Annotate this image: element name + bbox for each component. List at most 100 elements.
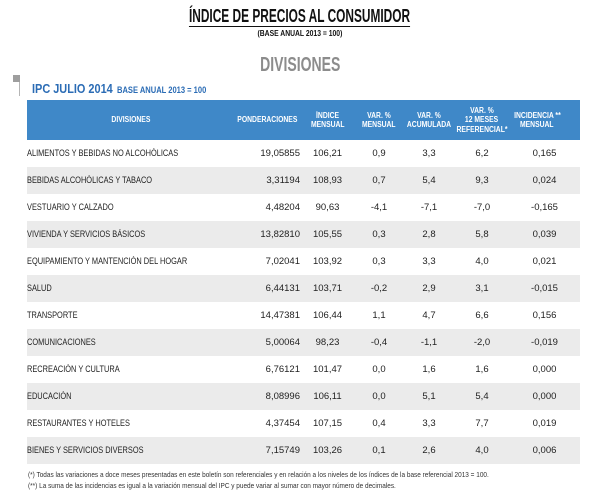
- cell-var-acumulada: 2,6: [403, 437, 455, 464]
- page-subtitle: (BASE ANUAL 2013 = 100): [0, 29, 600, 39]
- cell-var-mensual: -0,4: [355, 329, 403, 356]
- cell-indice-mensual: 98,23: [300, 329, 355, 356]
- cell-indice-mensual: 106,44: [300, 302, 355, 329]
- cell-var-acumulada: 2,9: [403, 275, 455, 302]
- column-header-stack: ÍNDICE MENSUAL: [300, 100, 355, 140]
- column-header-line: VAR. %: [417, 110, 441, 120]
- column-header-line: MENSUAL: [520, 120, 554, 129]
- section-title-text: DIVISIONES: [259, 54, 341, 76]
- cell-indice-mensual: 108,93: [300, 167, 355, 194]
- column-header-line: MENSUAL: [362, 120, 396, 129]
- cell-division: EDUCACIÓN: [27, 383, 235, 410]
- division-label: EQUIPAMIENTO Y MANTENCIÓN DEL HOGAR: [27, 256, 188, 267]
- column-header-line: VAR. %: [470, 105, 494, 115]
- cell-ponderacion: 8,08996: [235, 383, 300, 410]
- cell-indice-mensual: 106,11: [300, 383, 355, 410]
- cell-incidencia-mensual: 0,000: [509, 383, 580, 410]
- cell-var-acumulada: 5,4: [403, 167, 455, 194]
- cell-incidencia-mensual: 0,156: [509, 302, 580, 329]
- cell-var-mensual: 0,9: [355, 140, 403, 167]
- table-body: ALIMENTOS Y BEBIDAS NO ALCOHÓLICAS 19,05…: [27, 140, 580, 464]
- cell-incidencia-mensual: -0,019: [509, 329, 580, 356]
- column-header-var-mensual: VAR. % MENSUAL: [355, 100, 403, 140]
- column-header-stack: PONDERACIONES: [235, 100, 300, 140]
- cell-var-12-meses: 4,0: [455, 248, 509, 275]
- cell-incidencia-mensual: 0,021: [509, 248, 580, 275]
- cell-var-mensual: -0,2: [355, 275, 403, 302]
- division-label: COMUNICACIONES: [27, 337, 96, 348]
- cell-var-acumulada: 3,3: [403, 140, 455, 167]
- cell-division: SALUD: [27, 275, 235, 302]
- cell-indice-mensual: 103,92: [300, 248, 355, 275]
- footnote-variaciones: (*) Todas las variaciones a doce meses p…: [28, 470, 489, 479]
- column-header-ponderaciones: PONDERACIONES: [235, 100, 300, 140]
- page-subtitle-text: (BASE ANUAL 2013 = 100): [257, 29, 343, 38]
- cell-incidencia-mensual: 0,165: [509, 140, 580, 167]
- cell-indice-mensual: 107,15: [300, 410, 355, 437]
- page-title-text: ÍNDICE DE PRECIOS AL CONSUMIDOR: [189, 6, 411, 27]
- cell-division: ALIMENTOS Y BEBIDAS NO ALCOHÓLICAS: [27, 140, 235, 167]
- cell-ponderacion: 7,02041: [235, 248, 300, 275]
- column-header-line: DIVISIONES: [111, 115, 151, 125]
- division-label: RESTAURANTES Y HOTELES: [27, 418, 130, 429]
- column-header-line: 12 MESES: [465, 115, 499, 125]
- cell-var-12-meses: -7,0: [455, 194, 509, 221]
- cell-incidencia-mensual: -0,015: [509, 275, 580, 302]
- cell-var-12-meses: -2,0: [455, 329, 509, 356]
- cell-var-acumulada: 4,7: [403, 302, 455, 329]
- table-row: EDUCACIÓN 8,08996 106,11 0,0 5,1 5,4 0,0…: [27, 383, 580, 410]
- table-row: BIENES Y SERVICIOS DIVERSOS 7,15749 103,…: [27, 437, 580, 464]
- cell-indice-mensual: 105,55: [300, 221, 355, 248]
- cell-var-acumulada: -1,1: [403, 329, 455, 356]
- cell-ponderacion: 13,82810: [235, 221, 300, 248]
- column-header-divisiones: DIVISIONES: [27, 100, 235, 140]
- cell-var-12-meses: 6,2: [455, 140, 509, 167]
- cell-var-12-meses: 4,0: [455, 437, 509, 464]
- division-label: VESTUARIO Y CALZADO: [27, 202, 114, 213]
- table-title-base: BASE ANUAL 2013 = 100: [117, 85, 207, 95]
- cell-ponderacion: 7,15749: [235, 437, 300, 464]
- cell-var-acumulada: 5,1: [403, 383, 455, 410]
- division-label: EDUCACIÓN: [27, 391, 72, 402]
- column-header-stack: VAR. % ACUMULADA: [403, 100, 455, 140]
- column-header-line: MENSUAL: [310, 120, 345, 129]
- cell-division: BIENES Y SERVICIOS DIVERSOS: [27, 437, 235, 464]
- cell-indice-mensual: 103,71: [300, 275, 355, 302]
- cell-var-mensual: 0,4: [355, 410, 403, 437]
- section-marker-line: [19, 82, 20, 96]
- cell-division: RECREACIÓN Y CULTURA: [27, 356, 235, 383]
- division-label: TRANSPORTE: [27, 310, 78, 321]
- division-label: RECREACIÓN Y CULTURA: [27, 364, 120, 375]
- cell-var-mensual: 0,0: [355, 356, 403, 383]
- cell-var-mensual: 0,3: [355, 221, 403, 248]
- table-row: VESTUARIO Y CALZADO 4,48204 90,63 -4,1 -…: [27, 194, 580, 221]
- section-title: DIVISIONES: [0, 55, 600, 75]
- division-label: ALIMENTOS Y BEBIDAS NO ALCOHÓLICAS: [27, 148, 179, 159]
- table-header: DIVISIONES PONDERACIONES ÍNDICE MENSUAL …: [27, 100, 580, 140]
- table-row: RESTAURANTES Y HOTELES 4,37454 107,15 0,…: [27, 410, 580, 437]
- cell-division: TRANSPORTE: [27, 302, 235, 329]
- column-header-line: VAR. %: [367, 110, 391, 120]
- column-header-line: ÍNDICE: [315, 110, 340, 120]
- table-row: EQUIPAMIENTO Y MANTENCIÓN DEL HOGAR 7,02…: [27, 248, 580, 275]
- table-row: VIVIENDA Y SERVICIOS BÁSICOS 13,82810 10…: [27, 221, 580, 248]
- division-label: SALUD: [27, 283, 52, 294]
- cell-division: VIVIENDA Y SERVICIOS BÁSICOS: [27, 221, 235, 248]
- table-row: RECREACIÓN Y CULTURA 6,76121 101,47 0,0 …: [27, 356, 580, 383]
- table-row: BEBIDAS ALCOHÓLICAS Y TABACO 3,31194 108…: [27, 167, 580, 194]
- cell-incidencia-mensual: 0,039: [509, 221, 580, 248]
- section-marker-square: [13, 75, 20, 82]
- cell-division: COMUNICACIONES: [27, 329, 235, 356]
- table-row: TRANSPORTE 14,47381 106,44 1,1 4,7 6,6 0…: [27, 302, 580, 329]
- ipc-divisiones-table: DIVISIONES PONDERACIONES ÍNDICE MENSUAL …: [27, 100, 580, 464]
- column-header-incidencia-mensual: INCIDENCIA ** MENSUAL: [509, 100, 580, 140]
- cell-var-12-meses: 3,1: [455, 275, 509, 302]
- cell-indice-mensual: 101,47: [300, 356, 355, 383]
- cell-var-12-meses: 7,7: [455, 410, 509, 437]
- cell-var-acumulada: 3,3: [403, 248, 455, 275]
- cell-incidencia-mensual: 0,000: [509, 356, 580, 383]
- cell-var-acumulada: 3,3: [403, 410, 455, 437]
- table-header-row: DIVISIONES PONDERACIONES ÍNDICE MENSUAL …: [27, 100, 580, 140]
- cell-var-acumulada: -7,1: [403, 194, 455, 221]
- cell-indice-mensual: 90,63: [300, 194, 355, 221]
